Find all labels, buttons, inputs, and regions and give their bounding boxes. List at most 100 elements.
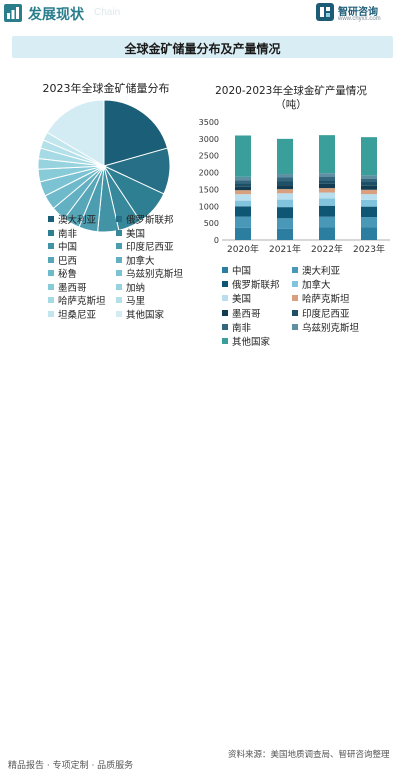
- legend-label: 中国: [232, 266, 252, 277]
- pie-legend-item: 印度尼西亚: [116, 239, 174, 253]
- legend-swatch: [116, 270, 122, 276]
- legend-swatch: [222, 267, 228, 273]
- legend-label: 其他国家: [126, 309, 165, 321]
- legend-swatch: [116, 256, 122, 263]
- legend-label: 秘鲁: [58, 269, 78, 280]
- bar-segment: [235, 227, 251, 240]
- pie-legend-item: 乌兹别克斯坦: [116, 266, 184, 280]
- legend-swatch: [222, 323, 228, 330]
- bar-segment: [277, 207, 293, 219]
- legend-label: 印度尼西亚: [302, 308, 350, 320]
- legend-swatch: [48, 310, 54, 317]
- bar-segment: [319, 180, 335, 184]
- bar-legend-item: 哈萨克斯坦: [292, 291, 350, 306]
- bar-chart-title-line: 2020-2023年全球金矿产量情况: [215, 85, 367, 97]
- legend-label: 其他国家: [232, 337, 271, 348]
- bar-segment: [361, 189, 377, 195]
- y-tick-label: 500: [204, 219, 219, 228]
- legend-label: 美国: [232, 294, 252, 306]
- bar-segment: [235, 200, 251, 207]
- legend-label: 乌兹别克斯坦: [302, 322, 360, 334]
- footer-slogan: 精品报告 · 专项定制 · 品质服务: [8, 761, 134, 771]
- bar-legend-item: 墨西哥: [222, 306, 261, 320]
- legend-label: 墨西哥: [232, 308, 261, 320]
- pie-legend-item: 澳大利亚: [48, 212, 97, 226]
- bar-segment: [319, 135, 335, 174]
- legend-label: 加纳: [126, 282, 146, 294]
- legend-swatch: [48, 256, 54, 263]
- pie-legend-item: 南非: [48, 226, 77, 240]
- legend-swatch: [292, 267, 298, 273]
- legend-label: 巴西: [58, 255, 78, 267]
- bar-segment: [361, 178, 377, 183]
- pie-slice: [46, 99, 105, 167]
- legend-label: 俄罗斯联邦: [232, 280, 280, 292]
- title-band: [12, 36, 393, 58]
- pie-chart: [37, 99, 171, 233]
- legend-label: 墨西哥: [58, 282, 87, 294]
- x-tick-label: 2023年: [353, 243, 385, 255]
- bar-segment: [361, 175, 377, 179]
- pie-legend-item: 坦桑尼亚: [48, 307, 96, 321]
- bar-segment: [277, 177, 293, 182]
- bar-segment: [277, 218, 293, 229]
- legend-swatch: [292, 323, 298, 330]
- x-tick-label: 2020年: [227, 243, 259, 255]
- bar-segment: [277, 185, 293, 190]
- bar-segment: [235, 176, 251, 181]
- legend-label: 乌兹别克斯坦: [126, 269, 184, 280]
- y-tick-label: 0: [214, 236, 219, 245]
- page-section-title: 发展现状: [28, 7, 84, 23]
- footer: 精品报告 · 专项定制 · 品质服务 资料来源：美国地质调查局、智研咨询整理: [0, 376, 405, 771]
- bar-segment: [361, 194, 377, 200]
- bar-legend-item: 澳大利亚: [292, 263, 340, 277]
- pie-legend-item: 加纳: [116, 280, 146, 294]
- legend-swatch: [48, 270, 54, 276]
- bar-segment: [361, 227, 377, 240]
- bar-legend-item: 其他国家: [222, 334, 271, 348]
- pie-legend-item: 中国: [48, 239, 77, 253]
- legend-swatch: [48, 216, 54, 222]
- pie-legend-item: 巴西: [48, 253, 78, 267]
- pie-legend-item: 哈萨克斯坦: [48, 293, 106, 307]
- legend-swatch: [48, 243, 54, 249]
- legend-swatch: [222, 338, 228, 344]
- bar-segment: [319, 205, 335, 217]
- pie-legend-item: 俄罗斯联邦: [116, 212, 174, 226]
- bar-segment: [277, 193, 293, 200]
- footer-source: 资料来源：美国地质调查局、智研咨询整理: [228, 750, 390, 760]
- bar-segment: [319, 227, 335, 240]
- legend-label: 加拿大: [126, 255, 155, 267]
- legend-swatch: [222, 295, 228, 302]
- legend-label: 哈萨克斯坦: [58, 296, 106, 307]
- y-tick-label: 3000: [199, 135, 219, 144]
- bar-segment: [235, 183, 251, 187]
- y-tick-label: 1500: [199, 185, 219, 194]
- legend-swatch: [116, 229, 122, 236]
- bar-segment: [235, 190, 251, 195]
- legend-swatch: [222, 309, 228, 316]
- bar-segment: [235, 206, 251, 217]
- bar-legend-item: 美国: [222, 291, 252, 306]
- bar-segment: [361, 199, 377, 207]
- legend-label: 澳大利亚: [58, 215, 97, 226]
- legend-swatch: [292, 281, 298, 288]
- legend-label: 俄罗斯联邦: [126, 215, 174, 226]
- legend-label: 加拿大: [302, 280, 331, 292]
- bar-segment: [361, 182, 377, 186]
- y-tick-label: 2000: [199, 169, 219, 178]
- bar-segment: [319, 216, 335, 228]
- pie-legend-item: 其他国家: [116, 307, 165, 321]
- bar-segment: [319, 188, 335, 193]
- bar-segment: [277, 181, 293, 186]
- legend-label: 印度尼西亚: [126, 242, 174, 253]
- bar-segment: [277, 189, 293, 194]
- pie-legend-item: 美国: [116, 226, 145, 240]
- bar-segment: [361, 185, 377, 190]
- bar-segment: [361, 217, 377, 228]
- legend-swatch: [222, 281, 228, 288]
- legend-label: 马里: [126, 296, 146, 307]
- legend-label: 哈萨克斯坦: [302, 294, 350, 306]
- legend-swatch: [116, 216, 122, 222]
- bar-legend-item: 中国: [222, 263, 252, 277]
